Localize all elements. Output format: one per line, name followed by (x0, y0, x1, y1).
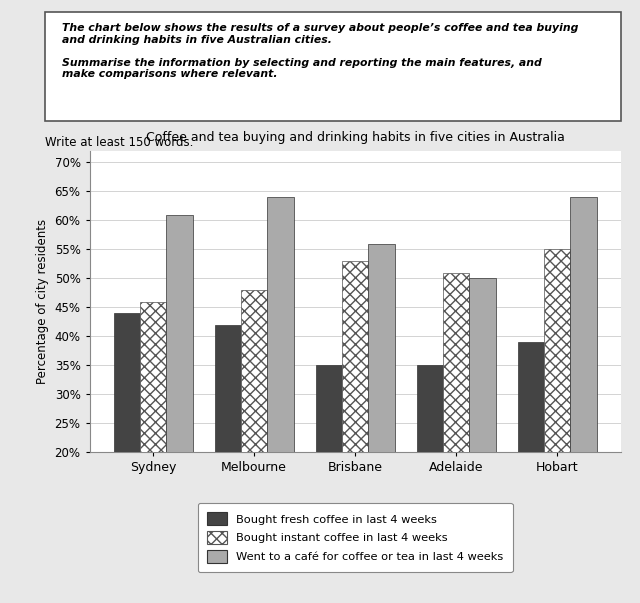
Bar (114, 313, 140, 568)
Legend: Bought fresh coffee in last 4 weeks, Bought instant coffee in last 4 weeks, Went: Bought fresh coffee in last 4 weeks, Bou… (198, 503, 513, 572)
Bar (140, 302, 166, 568)
Bar (166, 215, 193, 568)
Bar (469, 279, 495, 568)
FancyBboxPatch shape (45, 12, 621, 121)
Y-axis label: Percentage of city residents: Percentage of city residents (36, 219, 49, 384)
Bar (215, 324, 241, 568)
Text: Write at least 150 words.: Write at least 150 words. (45, 136, 193, 149)
Bar (342, 261, 369, 568)
Bar (268, 197, 294, 568)
Bar (417, 365, 443, 568)
Bar (443, 273, 469, 568)
Bar (316, 365, 342, 568)
Bar (241, 290, 268, 568)
Bar (518, 342, 544, 568)
Title: Coffee and tea buying and drinking habits in five cities in Australia: Coffee and tea buying and drinking habit… (146, 131, 564, 144)
Bar (570, 197, 596, 568)
Text: The chart below shows the results of a survey about people’s coffee and tea buyi: The chart below shows the results of a s… (62, 23, 579, 80)
Bar (544, 249, 570, 568)
Bar (369, 244, 395, 568)
